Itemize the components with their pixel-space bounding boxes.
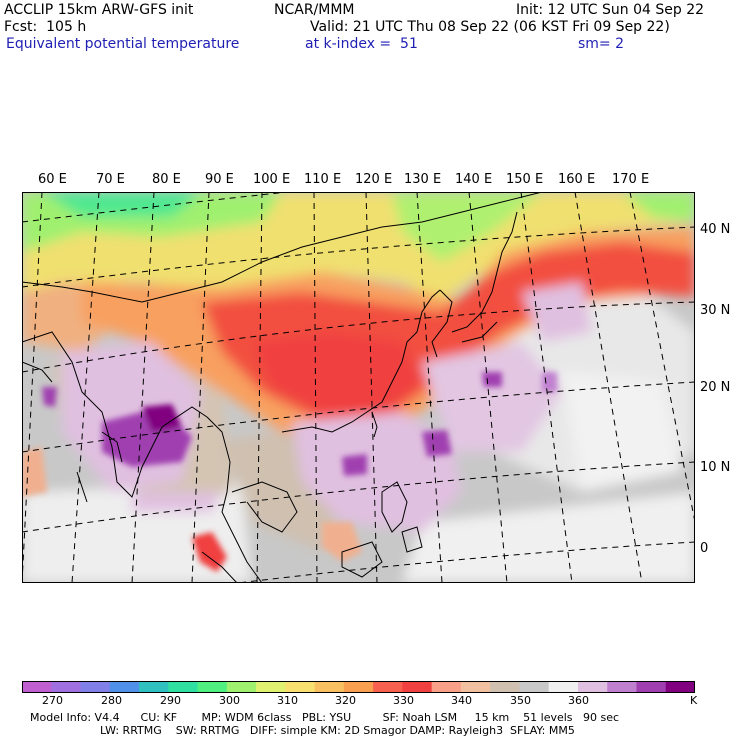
colorbar-swatch [548, 681, 579, 693]
colorbar-swatch [607, 681, 637, 693]
model-info: Model Info: V4.4 CU: KF MP: WDM 6class P… [30, 711, 620, 724]
colorbar-swatch [577, 681, 608, 693]
colorbar-tick-label: 320 [335, 694, 356, 707]
colorbar-swatch [51, 681, 82, 693]
field-name: Equivalent potential temperature [6, 36, 240, 52]
lon-label: 140 E [455, 172, 493, 187]
valid-time: Valid: 21 UTC Thu 08 Sep 22 (06 KST Fri … [310, 19, 670, 35]
title-org: NCAR/MMM [274, 2, 355, 18]
colorbar-swatch [490, 681, 520, 693]
colorbar-swatch [168, 681, 199, 693]
lon-label: 60 E [38, 172, 67, 187]
lat-label: 10 N [700, 460, 731, 475]
lon-label: 90 E [205, 172, 234, 187]
theta-e-map [22, 192, 695, 583]
colorbar-swatch [402, 681, 433, 693]
lon-label: 120 E [355, 172, 393, 187]
colorbar-swatch [109, 681, 140, 693]
init-time: Init: 12 UTC Sun 04 Sep 22 [516, 2, 705, 18]
lat-label: 20 N [700, 380, 731, 395]
colorbar-swatch [197, 681, 228, 693]
lon-label: 160 E [558, 172, 596, 187]
lat-label: 0 [700, 541, 709, 556]
colorbar-tick-label: 280 [101, 694, 122, 707]
colorbar-tick-label: 340 [451, 694, 472, 707]
lon-label: 70 E [96, 172, 125, 187]
colorbar-swatch [22, 681, 52, 693]
map-frame [22, 192, 695, 583]
colorbar-swatch [343, 681, 374, 693]
colorbar-swatch [139, 681, 169, 693]
grid-lines [22, 192, 695, 583]
coastlines [22, 192, 543, 583]
colorbar-tick-label: 330 [393, 694, 414, 707]
colorbar-swatch [636, 681, 667, 693]
colorbar-swatch [256, 681, 286, 693]
colorbar-swatch [314, 681, 345, 693]
colorbar-swatch [80, 681, 111, 693]
colorbar-frame [22, 681, 695, 693]
colorbar-tick-label: 350 [510, 694, 531, 707]
colorbar-swatch [665, 681, 695, 693]
model-physics: LW: RRTMG SW: RRTMG DIFF: simple KM: 2D … [100, 724, 575, 737]
colorbar [22, 681, 695, 693]
colorbar-swatch [431, 681, 462, 693]
smoothing: sm= 2 [578, 36, 625, 52]
lon-label: 130 E [404, 172, 442, 187]
lat-label: 40 N [700, 222, 731, 237]
title-model: ACCLIP 15km ARW-GFS init [4, 2, 194, 18]
lon-label: 100 E [253, 172, 291, 187]
level-index: at k-index = 51 [305, 36, 418, 52]
lon-label: 150 E [506, 172, 544, 187]
colorbar-tick-label: 310 [277, 694, 298, 707]
colorbar-swatch [285, 681, 316, 693]
colorbar-tick-label: 360 [568, 694, 589, 707]
lon-label: 110 E [304, 172, 342, 187]
colorbar-tick-label: 290 [160, 694, 181, 707]
colorbar-unit: K [690, 694, 698, 707]
lat-label: 30 N [700, 303, 731, 318]
colorbar-swatch [519, 681, 550, 693]
colorbar-tick-label: 270 [42, 694, 63, 707]
colorbar-swatch [226, 681, 257, 693]
forecast-hour: Fcst: 105 h [4, 19, 87, 35]
colorbar-tick-label: 300 [219, 694, 240, 707]
colorbar-swatch [373, 681, 403, 693]
colorbar-swatch [460, 681, 491, 693]
lon-label: 170 E [612, 172, 650, 187]
lon-label: 80 E [152, 172, 181, 187]
